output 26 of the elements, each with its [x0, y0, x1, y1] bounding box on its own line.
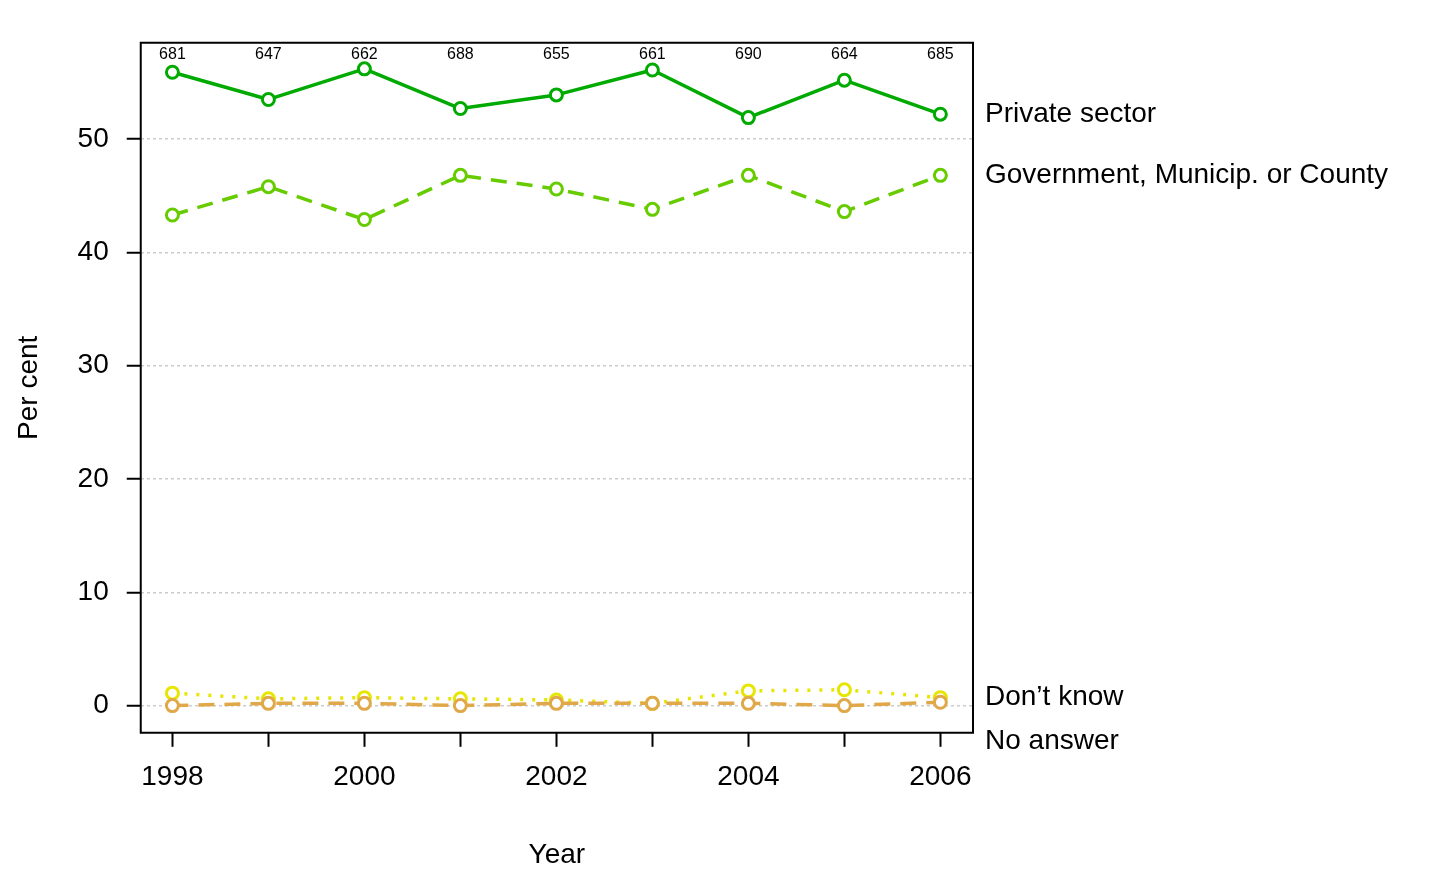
annotation: 655: [543, 45, 570, 63]
x-tick-label: 2004: [717, 760, 780, 792]
y-axis-title: Per cent: [11, 335, 43, 440]
y-tick-label: 30: [77, 348, 109, 380]
y-tick-label: 40: [77, 235, 109, 267]
series-label: Don’t know: [985, 680, 1125, 712]
annotation: 662: [351, 45, 378, 63]
x-tick-label: 2002: [525, 760, 588, 792]
annotation: 681: [159, 45, 186, 63]
y-tick-label: 10: [77, 575, 109, 607]
series-label: Private sector: [985, 96, 1157, 128]
annotation: 685: [927, 45, 954, 63]
x-axis-title: Year: [528, 837, 586, 869]
annotation: 647: [255, 45, 282, 63]
x-tick-label: 2006: [909, 760, 972, 792]
y-tick-label: 50: [77, 121, 109, 153]
annotation: 661: [639, 45, 666, 63]
series-label: No answer: [985, 724, 1119, 756]
y-tick-label: 0: [93, 688, 109, 720]
x-tick-label: 2000: [333, 760, 396, 792]
series-label: Government, Municip. or County: [985, 158, 1389, 190]
x-tick-label: 1998: [141, 760, 204, 792]
annotation: 690: [735, 45, 762, 63]
annotation: 664: [831, 45, 858, 63]
y-tick-label: 20: [77, 461, 109, 493]
annotation: 688: [447, 45, 474, 63]
